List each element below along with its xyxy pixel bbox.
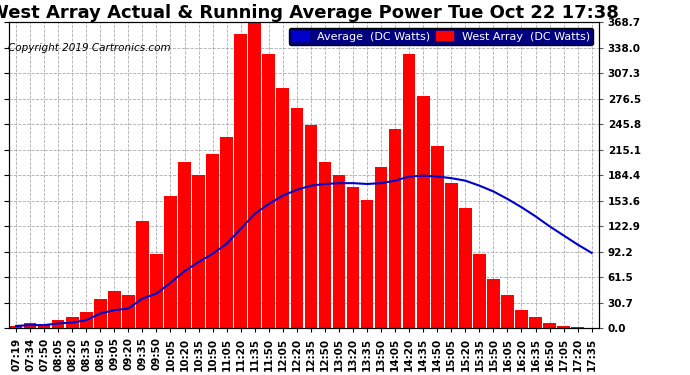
Bar xyxy=(150,254,163,328)
Bar xyxy=(10,326,22,328)
Title: West Array Actual & Running Average Power Tue Oct 22 17:38: West Array Actual & Running Average Powe… xyxy=(0,4,619,22)
Bar xyxy=(248,21,261,328)
Bar xyxy=(94,299,107,328)
Bar xyxy=(235,34,247,328)
Bar xyxy=(206,154,219,328)
Bar xyxy=(375,166,387,328)
Bar xyxy=(431,146,444,328)
Bar xyxy=(164,196,177,328)
Bar xyxy=(290,108,303,328)
Bar xyxy=(262,54,275,328)
Bar xyxy=(571,327,584,328)
Bar xyxy=(361,200,373,328)
Bar xyxy=(515,310,528,328)
Text: Copyright 2019 Cartronics.com: Copyright 2019 Cartronics.com xyxy=(8,43,171,52)
Bar xyxy=(38,325,50,328)
Bar xyxy=(319,162,331,328)
Bar xyxy=(473,254,486,328)
Bar xyxy=(501,295,514,328)
Bar xyxy=(220,138,233,328)
Bar xyxy=(80,312,92,328)
Bar xyxy=(122,295,135,328)
Bar xyxy=(445,183,457,328)
Bar xyxy=(487,279,500,328)
Bar xyxy=(459,208,472,328)
Bar xyxy=(388,129,402,328)
Bar xyxy=(136,220,149,328)
Bar xyxy=(417,96,429,328)
Bar xyxy=(193,175,205,328)
Bar xyxy=(558,326,570,328)
Bar xyxy=(403,54,415,328)
Bar xyxy=(23,324,37,328)
Bar xyxy=(108,291,121,328)
Bar xyxy=(277,88,289,328)
Bar xyxy=(66,317,79,328)
Bar xyxy=(543,322,556,328)
Bar xyxy=(333,175,345,328)
Bar xyxy=(346,187,359,328)
Bar xyxy=(52,320,64,328)
Bar xyxy=(304,125,317,328)
Bar xyxy=(529,317,542,328)
Bar xyxy=(178,162,191,328)
Legend: Average  (DC Watts), West Array  (DC Watts): Average (DC Watts), West Array (DC Watts… xyxy=(288,28,593,45)
